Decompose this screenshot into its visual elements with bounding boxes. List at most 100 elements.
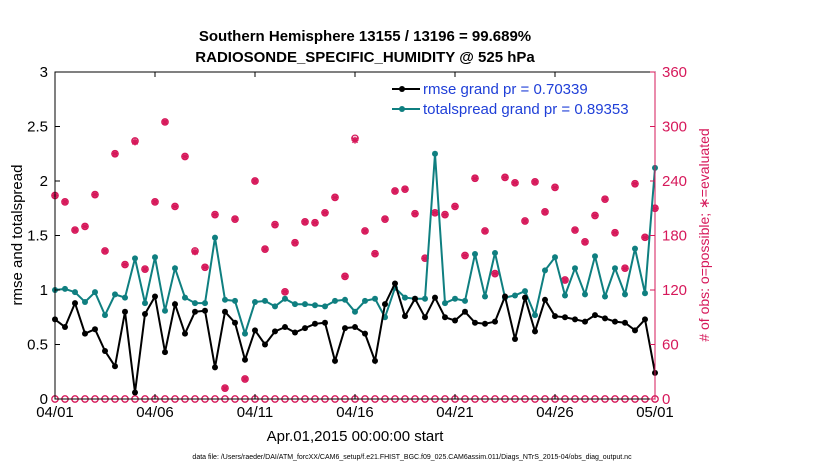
spread-point [122,294,128,301]
x-tick-label: 05/01 [636,404,674,421]
obs-evaluated-stroke [491,270,499,277]
rmse-point [212,364,218,371]
rmse-point [72,300,78,307]
obs-evaluated-point [91,191,99,199]
obs-evaluated-stroke [591,212,599,219]
obs-evaluated-point [411,210,419,218]
y-axis-left-label: rmse and totalspread [9,165,26,306]
spread-point [342,296,348,303]
rmse-point [282,324,288,331]
rmse-point [642,316,648,323]
rmse-point [562,314,568,321]
obs-evaluated-stroke [361,227,369,235]
obs-evaluated-point [291,239,299,247]
obs-evaluated-stroke [281,288,289,295]
rmse-point [142,310,148,317]
spread-point [322,303,328,310]
rmse-point [442,314,448,321]
rmse-point [432,294,438,301]
obs-evaluated-stroke [431,209,439,216]
spread-point [82,298,88,305]
rmse-point [472,319,478,326]
spread-point [552,254,558,261]
rmse-point [362,330,368,337]
spread-point [192,300,198,307]
obs-evaluated-point [81,223,89,230]
plot-frame [54,71,656,400]
obs-evaluated-point [161,118,169,126]
spread-point [632,245,638,252]
obs-evaluated-stroke [611,229,619,236]
y-left-tick-label: 2 [40,173,48,190]
obs-evaluated-point [431,209,439,217]
obs-evaluated-point [191,248,199,256]
spread-point [532,312,538,319]
x-axis: 04/01 04/06 04/11 04/16 04/21 04/26 05/01 [36,72,674,421]
obs-evaluated-stroke [111,150,119,157]
spread-point [212,234,218,241]
spread-point [332,297,338,304]
obs-evaluated-stroke [641,234,649,241]
obs-evaluated-point [301,218,309,226]
spread-point [92,289,98,296]
x-axis-label: Apr.01,2015 00:00:00 start [267,428,445,445]
rmse-point [122,308,128,315]
spread-point [582,291,588,298]
obs-evaluated-point [361,227,369,235]
obs-evaluated-point [461,252,469,259]
obs-evaluated-point [231,215,239,223]
spread-point [72,289,78,296]
spread-point [642,290,648,297]
spread-point [302,301,308,308]
obs-evaluated-point [251,177,259,185]
spread-point [292,301,298,308]
spread-point [352,308,358,315]
spread-point [572,265,578,272]
obs-evaluated-point [201,263,209,271]
spread-point [562,292,568,299]
rmse-point [232,319,238,326]
spread-point [162,307,168,314]
obs-evaluated-stroke [91,191,99,198]
obs-evaluated-point [591,212,599,219]
y-left-tick-label: 2.5 [27,119,48,136]
obs-evaluated-stroke [161,118,169,126]
obs-evaluated-point [61,198,69,206]
obs-evaluated-point [621,264,629,272]
rmse-point [482,320,488,327]
spread-point [152,254,158,261]
rmse-point [62,324,68,331]
rmse-point [592,312,598,319]
x-tick-label: 04/11 [237,404,273,421]
obs-evaluated-point [521,217,529,225]
obs-evaluated-stroke [261,246,269,253]
obs-evaluated-point [551,183,559,191]
obs-evaluated-stroke [81,223,89,230]
rmse-point [452,317,458,324]
x-tick-label: 04/16 [336,404,374,421]
legend-spread-label: totalspread grand pr = 0.89353 [423,101,629,118]
rmse-point [112,363,118,370]
obs-evaluated-stroke [331,194,339,201]
obs-evaluated-stroke [251,177,259,185]
obs-evaluated-point [111,150,119,158]
spread-point [312,302,318,309]
obs-evaluated-stroke [321,209,329,216]
obs-evaluated-point [401,185,409,193]
spread-point [282,295,288,302]
legend-rmse-marker [399,86,405,92]
rmse-point [422,314,428,321]
obs-evaluated-stroke [601,196,609,203]
obs-evaluated-stroke [421,255,429,262]
x-tick-label: 04/01 [36,404,74,421]
obs-evaluated-point [321,209,329,217]
obs-evaluated-stroke [631,180,639,187]
obs-evaluated-stroke [301,218,309,225]
spread-point [62,285,68,292]
obs-evaluated-point [341,272,349,280]
spread-point [472,251,478,258]
y-left-tick-label: 1 [40,282,48,299]
obs-evaluated-stroke [561,276,569,284]
rmse-point [162,349,168,356]
